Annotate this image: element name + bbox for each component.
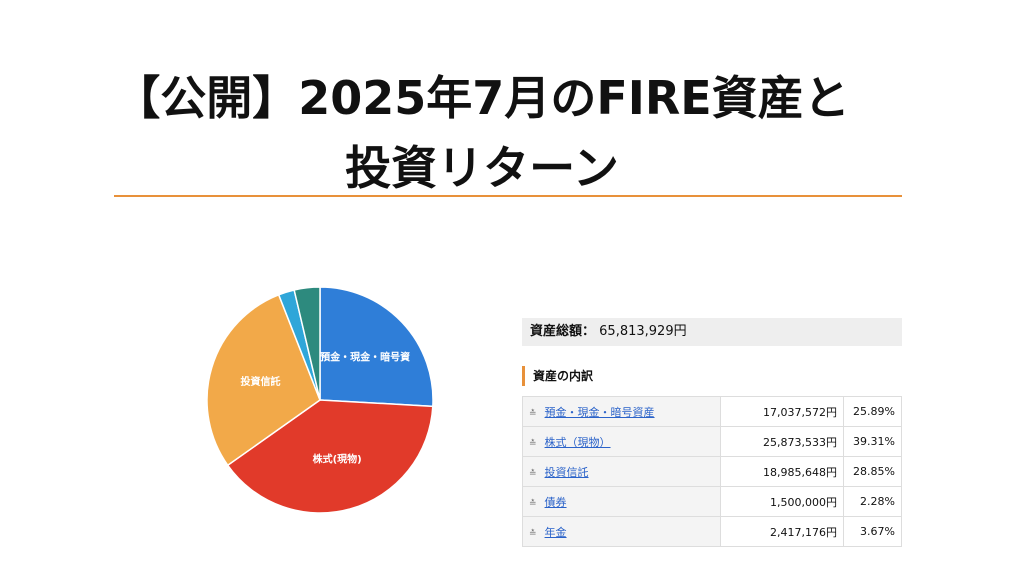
table-row: ≛ 債券 1,500,000円 2.28% bbox=[522, 486, 902, 517]
row-amount: 17,037,572円 bbox=[720, 396, 844, 427]
row-link[interactable]: 年金 bbox=[544, 525, 567, 539]
row-amount: 1,500,000円 bbox=[720, 486, 844, 517]
table-row: ≛ 預金・現金・暗号資産 17,037,572円 25.89% bbox=[522, 396, 902, 427]
breakdown-heading: 資産の内訳 bbox=[522, 366, 593, 386]
chevron-down-icon[interactable]: ≛ bbox=[529, 528, 537, 539]
row-amount: 18,985,648円 bbox=[720, 456, 844, 487]
page-title-line1: 【公開】2025年7月のFIRE資産と bbox=[114, 71, 850, 125]
row-percent: 39.31% bbox=[843, 426, 902, 457]
table-row: ≛ 投資信託 18,985,648円 28.85% bbox=[522, 456, 902, 487]
pie-slice bbox=[293, 286, 321, 401]
title-divider bbox=[114, 195, 902, 197]
chevron-down-icon[interactable]: ≛ bbox=[529, 438, 537, 449]
row-percent: 25.89% bbox=[843, 396, 902, 427]
total-assets-label: 資産総額： bbox=[530, 324, 596, 339]
pie-slice-label: 株式(現物) bbox=[313, 453, 362, 466]
table-row: ≛ 株式（現物） 25,873,533円 39.31% bbox=[522, 426, 902, 457]
chevron-down-icon[interactable]: ≛ bbox=[529, 498, 537, 509]
pie-slice-label: 預金・現金・暗号資 bbox=[320, 350, 410, 363]
breakdown-table: ≛ 預金・現金・暗号資産 17,037,572円 25.89% ≛ 株式（現物） 2… bbox=[522, 396, 902, 547]
row-amount: 2,417,176円 bbox=[720, 516, 844, 547]
pie-slice-label: 投資信託 bbox=[240, 375, 280, 388]
pie-slice bbox=[226, 399, 434, 514]
row-link[interactable]: 株式（現物） bbox=[544, 435, 611, 449]
row-percent: 28.85% bbox=[843, 456, 902, 487]
chevron-down-icon[interactable]: ≛ bbox=[529, 468, 537, 479]
row-percent: 3.67% bbox=[843, 516, 902, 547]
pie-slice bbox=[206, 293, 321, 467]
page-title-line2: 投資リターン bbox=[345, 141, 619, 195]
chevron-down-icon[interactable]: ≛ bbox=[529, 408, 537, 419]
total-assets-bar: 資産総額： 65,813,929円 bbox=[522, 318, 902, 346]
pie-slice bbox=[319, 286, 434, 408]
row-link[interactable]: 投資信託 bbox=[544, 465, 589, 479]
table-row: ≛ 年金 2,417,176円 3.67% bbox=[522, 516, 902, 547]
row-percent: 2.28% bbox=[843, 486, 902, 517]
total-assets-value: 65,813,929円 bbox=[599, 324, 687, 339]
row-link[interactable]: 預金・現金・暗号資産 bbox=[544, 405, 655, 419]
row-amount: 25,873,533円 bbox=[720, 426, 844, 457]
row-link[interactable]: 債券 bbox=[544, 495, 567, 509]
